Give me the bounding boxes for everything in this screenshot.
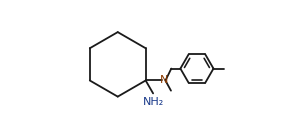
Text: N: N [160, 75, 168, 85]
Text: NH₂: NH₂ [143, 97, 165, 107]
